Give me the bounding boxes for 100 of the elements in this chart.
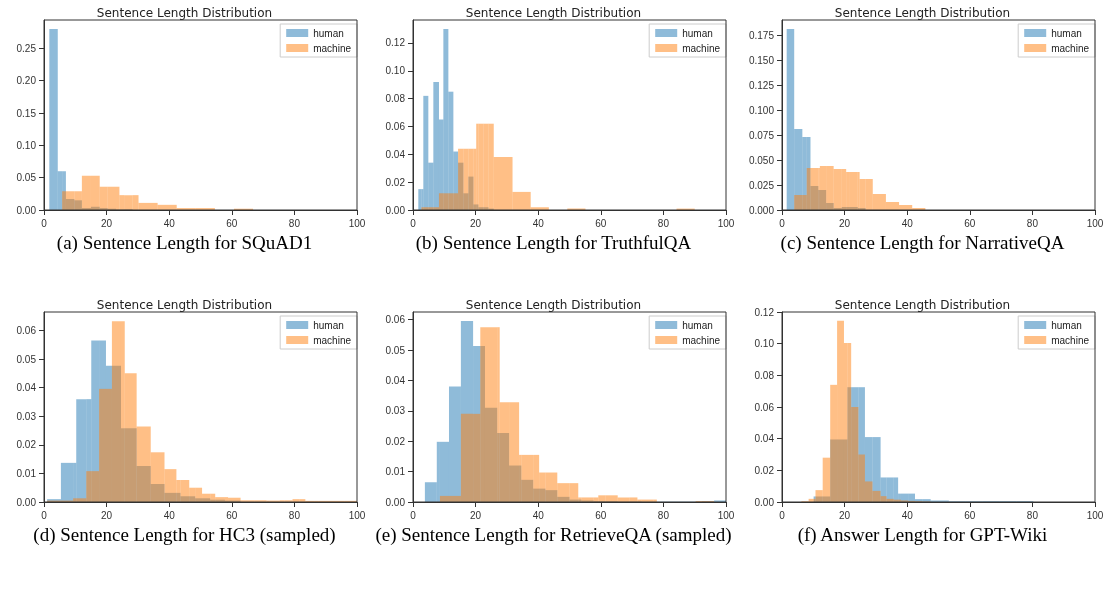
- x-tick-label: 60: [964, 217, 976, 229]
- y-tick-label: 0.02: [754, 464, 775, 476]
- y-tick-label: 0.20: [16, 75, 37, 87]
- chart-title: Sentence Length Distribution: [834, 6, 1011, 20]
- legend-label: machine: [682, 42, 721, 54]
- x-tick-label: 100: [348, 217, 366, 229]
- y-tick-label: 0.100: [748, 104, 775, 116]
- y-tick-label: 0.125: [748, 79, 775, 91]
- y-tick-label: 0.06: [385, 314, 406, 326]
- y-tick-label: 0.01: [16, 467, 37, 479]
- x-tick-label: 100: [717, 217, 735, 229]
- x-tick-label: 20: [101, 509, 113, 521]
- x-tick-label: 0: [410, 509, 417, 521]
- text: (c) Sentence Length for NarrativeQA: [779, 232, 1066, 253]
- text: (e) Sentence Length for RetrieveQA (sampled): [374, 524, 733, 545]
- x-tick-label: 40: [532, 509, 545, 521]
- legend-label: human: [682, 27, 713, 39]
- legend-label: human: [1051, 27, 1082, 39]
- y-tick-label: 0.150: [748, 54, 775, 66]
- chart-title: Sentence Length Distribution: [834, 298, 1011, 312]
- y-tick-label: 0.06: [385, 120, 406, 132]
- x-tick-label: 20: [470, 509, 482, 521]
- x-tick-label: 40: [901, 217, 914, 229]
- y-tick-label: 0.15: [16, 107, 37, 119]
- y-tick-label: 0.05: [16, 353, 37, 365]
- x-tick-label: 100: [1086, 217, 1104, 229]
- y-tick-label: 0.06: [754, 401, 775, 413]
- y-tick-label: 0.02: [16, 439, 37, 451]
- x-tick-label: 0: [41, 217, 48, 229]
- legend-label: human: [1051, 319, 1082, 331]
- y-tick-label: 0.00: [16, 496, 37, 508]
- y-tick-label: 0.00: [16, 204, 37, 216]
- x-tick-label: 0: [779, 509, 786, 521]
- x-tick-label: 80: [657, 509, 670, 521]
- x-tick-label: 40: [163, 509, 176, 521]
- y-tick-label: 0.050: [748, 154, 775, 166]
- x-tick-label: 60: [595, 509, 607, 521]
- y-tick-label: 0.08: [754, 369, 775, 381]
- chart-title: Sentence Length Distribution: [96, 6, 273, 20]
- x-tick-label: 80: [288, 509, 301, 521]
- legend-label: human: [682, 319, 713, 331]
- x-tick-label: 80: [288, 217, 301, 229]
- y-tick-label: 0.075: [748, 129, 775, 141]
- legend-label: machine: [313, 334, 352, 346]
- x-tick-label: 40: [163, 217, 176, 229]
- legend-label: human: [313, 319, 344, 331]
- x-tick-label: 80: [1026, 509, 1039, 521]
- x-tick-label: 60: [226, 509, 238, 521]
- y-tick-label: 0.00: [385, 204, 406, 216]
- legend-label: machine: [1051, 334, 1090, 346]
- legend-label: machine: [682, 334, 721, 346]
- y-tick-label: 0.02: [385, 435, 406, 447]
- x-tick-label: 20: [839, 217, 851, 229]
- x-tick-label: 20: [101, 217, 113, 229]
- chart-title: Sentence Length Distribution: [465, 6, 642, 20]
- x-tick-label: 40: [532, 217, 545, 229]
- y-tick-label: 0.00: [754, 496, 775, 508]
- y-tick-label: 0.000: [748, 204, 775, 216]
- y-tick-label: 0.03: [385, 405, 406, 417]
- y-tick-label: 0.06: [16, 325, 37, 337]
- x-tick-label: 100: [1086, 509, 1104, 521]
- y-tick-label: 0.25: [16, 42, 37, 54]
- y-tick-label: 0.05: [385, 344, 406, 356]
- x-tick-label: 60: [226, 217, 238, 229]
- y-tick-label: 0.10: [754, 338, 775, 350]
- text: (d) Sentence Length for HC3 (sampled): [32, 524, 337, 545]
- y-tick-label: 0.04: [385, 148, 406, 160]
- x-tick-label: 0: [410, 217, 417, 229]
- x-tick-label: 20: [470, 217, 482, 229]
- y-tick-label: 0.05: [16, 172, 37, 184]
- y-tick-label: 0.08: [385, 93, 406, 105]
- y-tick-label: 0.04: [16, 382, 37, 394]
- y-tick-label: 0.025: [748, 179, 775, 191]
- legend-label: machine: [1051, 42, 1090, 54]
- y-tick-label: 0.12: [754, 306, 775, 318]
- y-tick-label: 0.12: [385, 37, 406, 49]
- y-tick-label: 0.10: [385, 65, 406, 77]
- y-tick-label: 0.00: [385, 496, 406, 508]
- x-tick-label: 40: [901, 509, 914, 521]
- y-tick-label: 0.175: [748, 29, 775, 41]
- chart-title: Sentence Length Distribution: [465, 298, 642, 312]
- text: (a) Sentence Length for SQuAD1: [55, 232, 314, 253]
- x-tick-label: 80: [1026, 217, 1039, 229]
- x-tick-label: 60: [595, 217, 607, 229]
- x-tick-label: 100: [348, 509, 366, 521]
- y-tick-label: 0.02: [385, 176, 406, 188]
- x-tick-label: 0: [41, 509, 48, 521]
- y-tick-label: 0.01: [385, 466, 406, 478]
- legend-label: machine: [313, 42, 352, 54]
- x-tick-label: 20: [839, 509, 851, 521]
- legend-label: human: [313, 27, 344, 39]
- x-tick-label: 60: [964, 509, 976, 521]
- x-tick-label: 100: [717, 509, 735, 521]
- y-tick-label: 0.04: [385, 374, 406, 386]
- chart-title: Sentence Length Distribution: [96, 298, 273, 312]
- text: (f) Answer Length for GPT-Wiki: [796, 524, 1049, 545]
- y-tick-label: 0.10: [16, 139, 37, 151]
- x-tick-label: 0: [779, 217, 786, 229]
- x-tick-label: 80: [657, 217, 670, 229]
- y-tick-label: 0.04: [754, 433, 775, 445]
